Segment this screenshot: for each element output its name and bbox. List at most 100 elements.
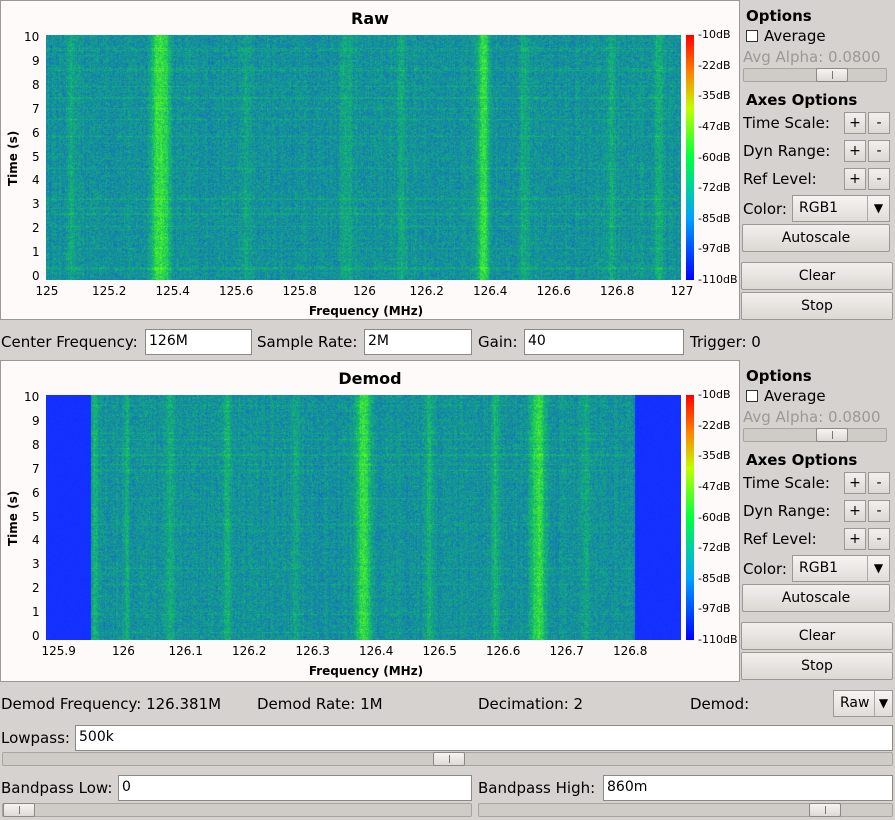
raw-y-tick: 10	[24, 30, 40, 44]
demod-colorbar-tick: -85dB	[698, 571, 731, 585]
raw-colorbar-tick: -97dB	[698, 242, 731, 256]
demod-x-tick: 126.2	[232, 644, 267, 658]
raw-x-tick: 126	[353, 284, 376, 298]
demod-y-tick: 2	[32, 581, 40, 596]
raw-average-checkbox[interactable]	[746, 30, 758, 42]
demod-dyn-range-plus-button[interactable]: +	[844, 500, 866, 522]
chevron-down-icon: ▼	[874, 691, 892, 716]
demod-ref-level-plus-button[interactable]: +	[844, 528, 866, 550]
raw-y-tick: 7	[32, 101, 40, 116]
raw-time-scale-minus-button[interactable]: -	[868, 112, 890, 134]
raw-ref-level-plus-button[interactable]: +	[844, 168, 866, 190]
raw-y-tick: 2	[32, 221, 40, 236]
raw-axes-options-panel: Axes Options Time Scale: + - Dyn Range: …	[740, 90, 893, 260]
demod-mode-label: Demod:	[690, 695, 750, 713]
demod-clear-button[interactable]: Clear	[741, 622, 893, 650]
raw-autoscale-button[interactable]: Autoscale	[742, 224, 890, 252]
demod-colorbar-tick: -110dB	[698, 633, 738, 646]
demod-autoscale-button[interactable]: Autoscale	[742, 584, 890, 612]
lowpass-slider[interactable]	[2, 752, 893, 766]
trigger-label: Trigger: 0	[690, 333, 761, 351]
demod-stop-button[interactable]: Stop	[741, 652, 893, 680]
demod-colorbar	[686, 395, 694, 640]
demod-ref-level-label: Ref Level:	[743, 530, 817, 548]
raw-y-tick: 3	[32, 197, 40, 212]
raw-x-tick: 126.2	[409, 284, 444, 298]
demod-avg-alpha-slider[interactable]	[743, 428, 887, 442]
demod-y-tick: 6	[32, 485, 40, 500]
demod-dyn-range-minus-button[interactable]: -	[868, 500, 890, 522]
gain-label: Gain:	[478, 333, 518, 351]
demod-color-select[interactable]: RGB1 ▼	[792, 555, 890, 582]
demod-avg-alpha-handle[interactable]	[816, 428, 848, 442]
raw-axes-options-title: Axes Options	[746, 91, 858, 109]
raw-x-tick: 125.4	[155, 284, 190, 298]
demod-plot-frame: Demod Time (s) Frequency (MHz) 0 1 2 3 4 5 6 7 8…	[0, 360, 740, 682]
bandpass-low-slider[interactable]	[2, 803, 472, 817]
raw-ref-level-minus-button[interactable]: -	[868, 168, 890, 190]
raw-colorbar-tick: -60dB	[698, 150, 731, 164]
demod-colorbar-tick: -47dB	[698, 479, 731, 493]
demod-y-axis-label: Time (s)	[6, 490, 20, 546]
demod-y-tick: 4	[32, 533, 40, 548]
raw-average-label: Average	[764, 27, 826, 45]
demod-x-tick: 126.1	[168, 644, 203, 658]
demod-options-title: Options	[746, 367, 812, 385]
raw-x-tick: 125.6	[219, 284, 254, 298]
raw-colorbar-tick: -22dB	[698, 58, 731, 72]
demod-x-axis-label: Frequency (MHz)	[308, 664, 424, 678]
demod-average-checkbox[interactable]	[746, 390, 758, 402]
demod-colorbar-tick: -60dB	[698, 510, 731, 524]
demod-y-tick: 8	[32, 437, 40, 452]
raw-x-tick: 125.8	[282, 284, 317, 298]
bandpass-high-input[interactable]: 860m	[603, 775, 893, 801]
demod-x-tick: 126.6	[486, 644, 521, 658]
center-frequency-input[interactable]: 126M	[145, 329, 252, 355]
demod-x-tick: 126.8	[613, 644, 648, 658]
bandpass-high-slider[interactable]	[478, 803, 893, 817]
raw-time-scale-plus-button[interactable]: +	[844, 112, 866, 134]
raw-colorbar-tick: -72dB	[698, 181, 731, 195]
sample-rate-input[interactable]: 2M	[364, 329, 472, 355]
demod-y-tick: 3	[32, 557, 40, 572]
demod-x-tick: 126.5	[422, 644, 457, 658]
raw-color-label: Color:	[743, 200, 787, 218]
demod-time-scale-plus-button[interactable]: +	[844, 472, 866, 494]
raw-x-tick: 127	[670, 284, 694, 298]
gain-input[interactable]: 40	[524, 329, 684, 355]
demod-time-scale-minus-button[interactable]: -	[868, 472, 890, 494]
raw-colorbar-tick: -47dB	[698, 119, 731, 133]
raw-color-select[interactable]: RGB1 ▼	[792, 195, 890, 222]
demod-spectrogram[interactable]	[46, 395, 681, 640]
demod-x-tick: 126	[112, 644, 135, 658]
raw-x-axis-label: Frequency (MHz)	[308, 304, 424, 318]
demod-color-value: RGB1	[799, 560, 839, 576]
lowpass-input[interactable]: 500k	[75, 725, 893, 751]
raw-colorbar-tick: -85dB	[698, 211, 731, 225]
demod-x-tick: 126.3	[295, 644, 330, 658]
raw-y-tick: 0	[32, 269, 40, 283]
raw-avg-alpha-handle[interactable]	[816, 68, 848, 82]
raw-avg-alpha-slider[interactable]	[743, 68, 887, 82]
demod-color-label: Color:	[743, 560, 787, 578]
raw-dyn-range-plus-button[interactable]: +	[844, 140, 866, 162]
demod-frequency-label: Demod Frequency: 126.381M	[1, 695, 222, 713]
demod-y-tick: 0	[32, 629, 40, 643]
raw-y-tick: 1	[32, 245, 40, 260]
raw-spectrogram[interactable]	[46, 35, 681, 280]
demod-mode-select[interactable]: Raw ▼	[833, 690, 893, 717]
bandpass-low-slider-handle[interactable]	[3, 803, 35, 817]
bandpass-high-slider-handle[interactable]	[809, 803, 841, 817]
bandpass-low-input[interactable]: 0	[118, 775, 472, 801]
sample-rate-label: Sample Rate:	[257, 333, 358, 351]
raw-stop-button[interactable]: Stop	[741, 292, 893, 320]
lowpass-slider-handle[interactable]	[433, 752, 465, 766]
raw-color-value: RGB1	[799, 200, 839, 216]
raw-x-tick: 126.4	[473, 284, 508, 298]
demod-colorbar-tick: -10dB	[698, 388, 731, 401]
bandpass-high-label: Bandpass High:	[478, 779, 596, 797]
raw-dyn-range-minus-button[interactable]: -	[868, 140, 890, 162]
demod-ref-level-minus-button[interactable]: -	[868, 528, 890, 550]
raw-clear-button[interactable]: Clear	[741, 262, 893, 290]
bandpass-low-label: Bandpass Low:	[1, 779, 113, 797]
